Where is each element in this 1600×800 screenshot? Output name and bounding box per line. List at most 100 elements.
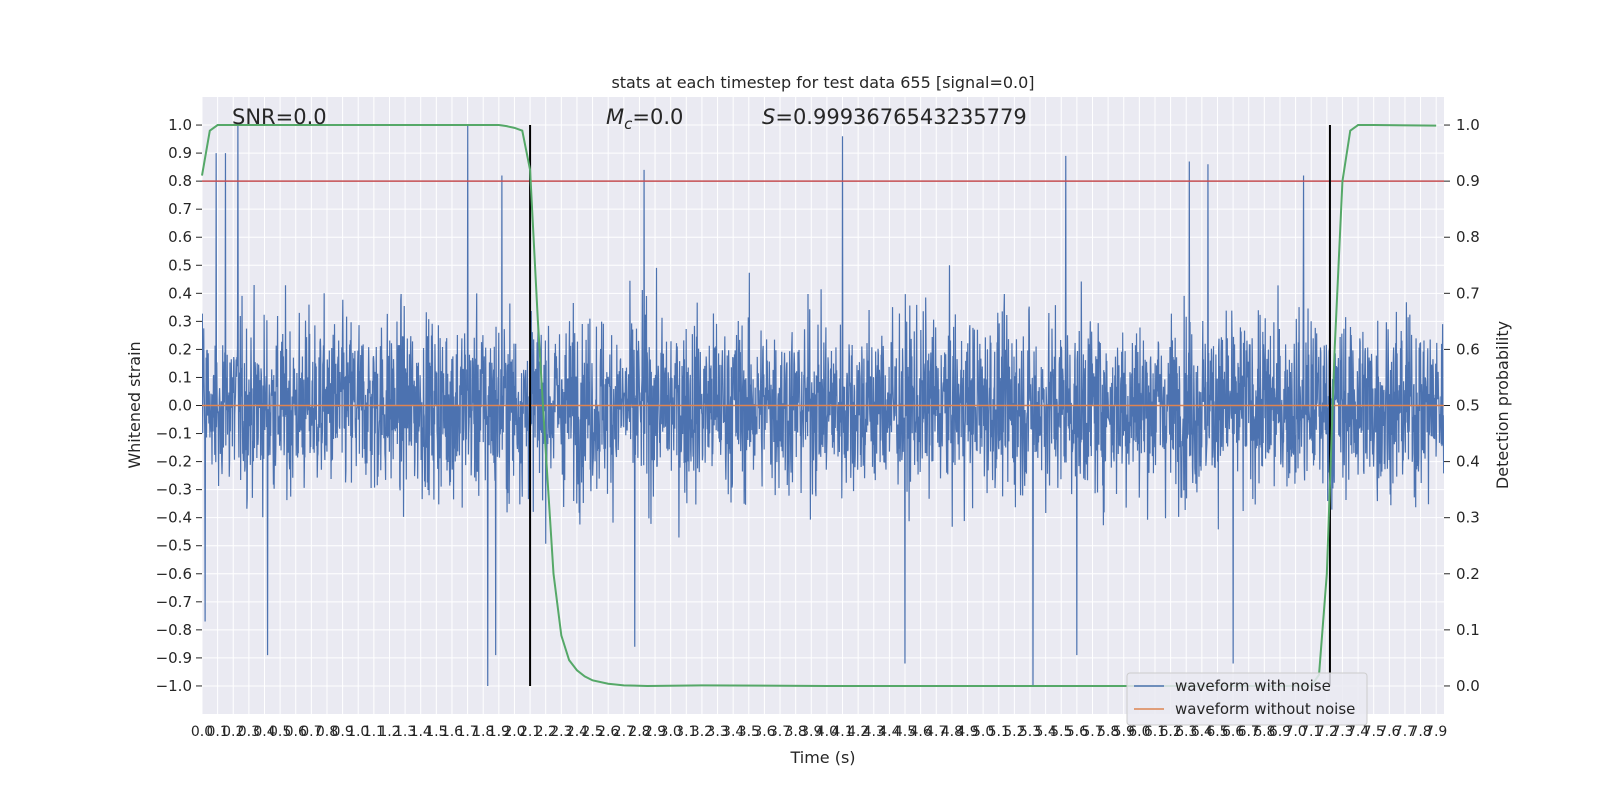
x-tick-label: 3.3	[706, 724, 728, 740]
x-tick-label: 7.2	[1316, 724, 1338, 740]
x-tick-label: 6.7	[1238, 724, 1260, 740]
x-tick-label: 2.2	[535, 724, 557, 740]
x-tick-label: 5.3	[1019, 724, 1041, 740]
annotation-s-symbol: S	[762, 105, 775, 129]
x-tick-label: 7.9	[1425, 724, 1447, 740]
x-tick-label: 3.7	[769, 724, 791, 740]
x-tick-label: 0.0	[191, 724, 213, 740]
y-ticks-left: −1.0 −0.9 −0.8 −0.7 −0.6 −0.5 −0.4 −0.3 −0.2 −0.1…	[156, 116, 202, 695]
x-tick-label: 3.9	[800, 724, 822, 740]
x-tick-label: 4.1	[831, 724, 853, 740]
x-tick-label: 0.2	[222, 724, 244, 740]
y-tick-label-right: 0.8	[1456, 228, 1480, 246]
y-tick-label-left: −1.0	[156, 677, 192, 695]
x-ticks: 0.00.10.20.30.40.50.60.70.80.91.01.11.21…	[191, 724, 1447, 740]
x-tick-label: 5.1	[988, 724, 1010, 740]
annotation-s-value: =0.9993676543235779	[775, 105, 1026, 129]
x-tick-label: 1.3	[394, 724, 416, 740]
x-tick-label: 3.0	[660, 724, 682, 740]
y-tick-label-right: 0.5	[1456, 397, 1480, 415]
x-tick-label: 4.9	[956, 724, 978, 740]
x-tick-label: 5.6	[1066, 724, 1088, 740]
x-tick-label: 1.0	[347, 724, 369, 740]
noise-waveform-path	[202, 125, 1444, 686]
x-tick-label: 2.0	[503, 724, 525, 740]
annotation-s: S=0.9993676543235779	[762, 105, 1027, 129]
y-tick-label-left: −0.2	[156, 453, 192, 471]
annotation-mc-value: =0.0	[632, 105, 683, 129]
x-tick-label: 4.7	[925, 724, 947, 740]
x-tick-label: 2.8	[628, 724, 650, 740]
annotation-mc-symbol: M	[606, 105, 624, 129]
series-detection-probability	[201, 124, 1437, 687]
y-tick-label-left: 0.1	[168, 368, 192, 386]
x-tick-label: 0.9	[331, 724, 353, 740]
legend: waveform with noise waveform without noi…	[1126, 672, 1368, 726]
y-tick-label-left: −0.4	[156, 509, 192, 527]
x-tick-label: 5.9	[1113, 724, 1135, 740]
x-tick-label: 5.2	[1003, 724, 1025, 740]
x-tick-label: 5.5	[1050, 724, 1072, 740]
y-ticks-right: 0.0 0.1 0.2 0.3 0.4 0.5 0.6 0.7 0.8 0.9 1.0	[1444, 116, 1480, 695]
x-tick-label: 2.7	[613, 724, 635, 740]
x-tick-label: 6.1	[1144, 724, 1166, 740]
x-tick-label: 6.5	[1206, 724, 1228, 740]
x-tick-label: 6.0	[1128, 724, 1150, 740]
y-tick-label-left: −0.3	[156, 481, 192, 499]
x-tick-label: 1.1	[363, 724, 385, 740]
y-tick-label-left: 0.8	[168, 172, 192, 190]
x-tick-label: 0.1	[206, 724, 228, 740]
legend-label-clean: waveform without noise	[1175, 700, 1355, 718]
y-tick-label-right: 0.3	[1456, 509, 1480, 527]
y-tick-label-left: −0.8	[156, 621, 192, 639]
x-tick-label: 4.0	[816, 724, 838, 740]
y-tick-label-left: −0.9	[156, 649, 192, 667]
x-tick-label: 7.0	[1284, 724, 1306, 740]
annotation-snr: SNR=0.0	[232, 105, 327, 129]
y-tick-label-right: 0.1	[1456, 621, 1480, 639]
y-axis-title-right: Detection probability	[1493, 321, 1512, 489]
y-tick-label-left: 0.2	[168, 340, 192, 358]
vertical-markers	[529, 125, 1331, 686]
y-tick-label-left: 0.4	[168, 284, 192, 302]
x-tick-label: 7.5	[1363, 724, 1385, 740]
y-tick-label-right: 1.0	[1456, 116, 1480, 134]
y-tick-label-right: 0.0	[1456, 677, 1480, 695]
y-tick-label-right: 0.2	[1456, 565, 1480, 583]
x-tick-label: 0.5	[269, 724, 291, 740]
x-tick-label: 4.4	[878, 724, 900, 740]
x-axis-title: Time (s)	[789, 748, 855, 767]
x-tick-label: 7.7	[1394, 724, 1416, 740]
x-tick-label: 6.4	[1191, 724, 1213, 740]
x-tick-label: 3.8	[785, 724, 807, 740]
y-tick-label-right: 0.9	[1456, 172, 1480, 190]
y-tick-label-right: 0.4	[1456, 453, 1480, 471]
y-tick-label-left: 0.3	[168, 312, 192, 330]
annotation-mc: Mc=0.0	[606, 105, 683, 133]
x-tick-label: 7.8	[1409, 724, 1431, 740]
y-tick-label-left: 0.9	[168, 144, 192, 162]
x-tick-label: 2.3	[550, 724, 572, 740]
y-axis-title-left: Whitened strain	[125, 341, 144, 468]
x-tick-label: 3.2	[691, 724, 713, 740]
x-tick-label: 1.7	[456, 724, 478, 740]
x-tick-label: 5.0	[972, 724, 994, 740]
x-tick-label: 2.4	[566, 724, 588, 740]
x-tick-label: 2.6	[597, 724, 619, 740]
y-tick-label-left: −0.1	[156, 425, 192, 443]
x-tick-label: 5.8	[1097, 724, 1119, 740]
x-tick-label: 2.1	[519, 724, 541, 740]
x-tick-label: 7.1	[1300, 724, 1322, 740]
x-tick-label: 1.6	[441, 724, 463, 740]
x-tick-label: 1.4	[410, 724, 432, 740]
x-tick-label: 1.2	[378, 724, 400, 740]
x-tick-label: 3.1	[675, 724, 697, 740]
x-tick-label: 7.4	[1347, 724, 1369, 740]
x-tick-label: 2.9	[644, 724, 666, 740]
x-tick-label: 3.6	[753, 724, 775, 740]
x-tick-label: 3.5	[738, 724, 760, 740]
y-tick-label-left: −0.7	[156, 593, 192, 611]
x-tick-label: 1.8	[472, 724, 494, 740]
y-tick-label-left: −0.6	[156, 565, 192, 583]
